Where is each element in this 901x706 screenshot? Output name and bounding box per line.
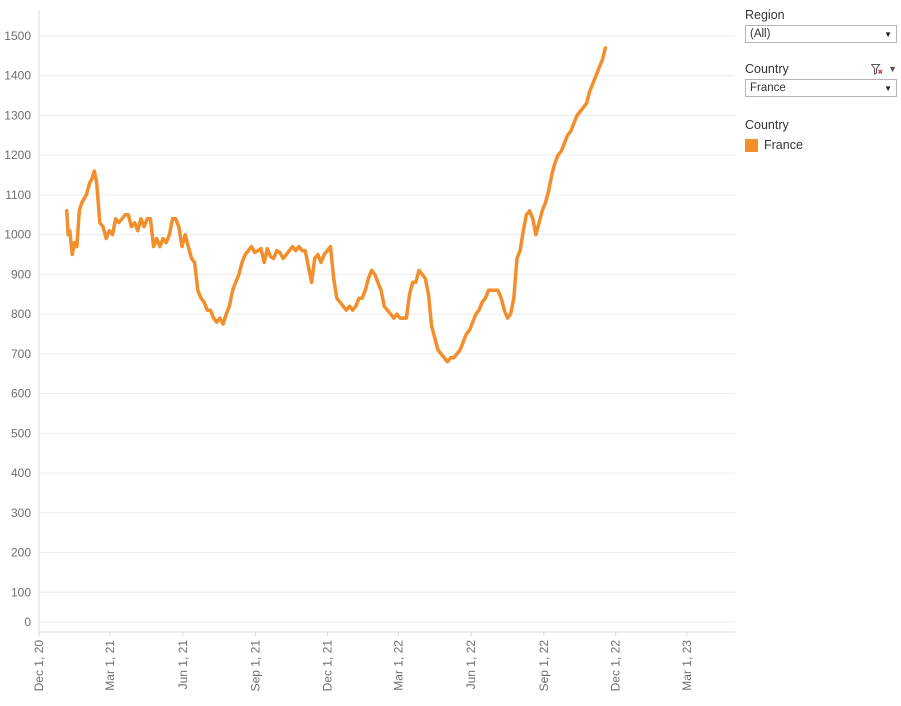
y-tick-label: 600 xyxy=(11,387,31,401)
series-line-france[interactable] xyxy=(64,46,608,364)
x-tick-label: Mar 1, 23 xyxy=(680,640,694,691)
country-dropdown[interactable]: France ▼ xyxy=(745,79,897,97)
region-filter: Region (All) ▼ xyxy=(745,8,897,43)
y-axis: 0 100 200 300 400 500 600 700 800 900 1000 1100 1200… xyxy=(4,10,40,632)
region-filter-title: Region xyxy=(745,8,785,22)
x-tick-label: Sep 1, 21 xyxy=(248,640,262,692)
y-tick-label: 1500 xyxy=(4,29,31,43)
y-tick-label: 1000 xyxy=(4,228,31,242)
legend-item-label: France xyxy=(764,138,803,152)
line-chart: 0 100 200 300 400 500 600 700 800 900 1000 1100 1200… xyxy=(4,10,735,692)
legend-item-france[interactable]: France xyxy=(745,138,897,152)
y-tick-label: 1300 xyxy=(4,108,31,122)
country-filter-title: Country xyxy=(745,62,789,76)
region-dropdown-value: (All) xyxy=(750,28,771,40)
country-dropdown-value: France xyxy=(750,82,786,94)
legend-title: Country xyxy=(745,118,789,132)
y-tick-label: 1200 xyxy=(4,148,31,162)
x-tick-label: Sep 1, 22 xyxy=(537,640,551,692)
chevron-down-icon: ▼ xyxy=(884,83,892,93)
y-tick-label: 200 xyxy=(11,546,31,560)
series-layer xyxy=(64,46,608,364)
gridlines xyxy=(39,35,735,623)
color-legend: Country France xyxy=(745,118,897,152)
filter-menu-chevron-icon[interactable]: ▼ xyxy=(888,64,897,74)
y-tick-label: 400 xyxy=(11,466,31,480)
legend-swatch xyxy=(745,138,758,152)
y-tick-label: 500 xyxy=(11,426,31,440)
y-tick-label: 100 xyxy=(11,585,31,599)
y-tick-label: 900 xyxy=(11,267,31,281)
y-tick-label: 0 xyxy=(24,615,31,629)
y-tick-label: 1400 xyxy=(4,69,31,83)
y-tick-label: 300 xyxy=(11,506,31,520)
x-axis: Dec 1, 20 Mar 1, 21 Jun 1, 21 Sep 1, 21 Dec … xyxy=(32,631,735,692)
clear-filter-icon[interactable] xyxy=(871,63,883,75)
x-tick-label: Dec 1, 21 xyxy=(320,640,334,692)
country-filter: Country ▼ France ▼ xyxy=(745,62,897,97)
x-tick-label: Dec 1, 22 xyxy=(609,640,623,692)
y-tick-label: 800 xyxy=(11,307,31,321)
x-tick-label: Mar 1, 22 xyxy=(391,640,405,691)
y-tick-label: 1100 xyxy=(5,188,31,202)
y-tick-label: 700 xyxy=(11,347,31,361)
x-tick-label: Jun 1, 21 xyxy=(176,640,190,690)
x-tick-label: Jun 1, 22 xyxy=(464,640,478,690)
chevron-down-icon: ▼ xyxy=(884,29,892,39)
x-tick-label: Dec 1, 20 xyxy=(32,640,46,692)
x-tick-label: Mar 1, 21 xyxy=(103,640,117,691)
region-dropdown[interactable]: (All) ▼ xyxy=(745,25,897,43)
